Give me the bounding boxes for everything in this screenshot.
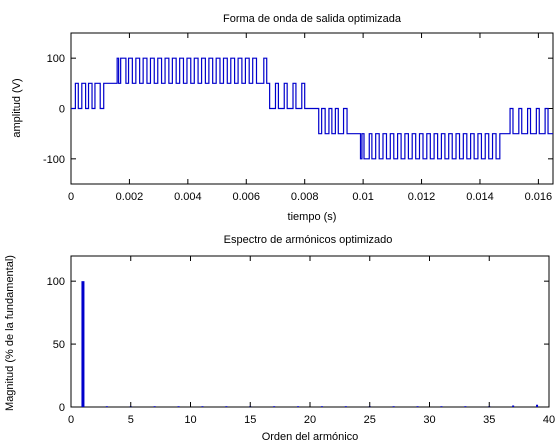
spectrum-bar xyxy=(273,406,276,407)
spectrum-xtick-label: 25 xyxy=(364,414,376,426)
spectrum-bar xyxy=(297,406,300,407)
spectrum-xtick-label: 20 xyxy=(304,414,316,426)
waveform-line xyxy=(71,57,553,160)
spectrum-xtick-label: 15 xyxy=(244,414,256,426)
waveform-xtick-label: 0.004 xyxy=(174,191,202,203)
spectrum-ticks: 0 5 10 15 20 25 30 35 40 0 50 100 xyxy=(47,256,555,426)
waveform-xtick-label: 0.014 xyxy=(466,191,494,203)
spectrum-bar xyxy=(536,404,539,407)
waveform-xtick-label: 0.016 xyxy=(525,191,553,203)
waveform-xtick-label: 0.01 xyxy=(352,191,373,203)
waveform-ticks: 0 0.002 0.004 0.006 0.008 0.01 0.012 0.014 0.016… xyxy=(43,33,553,203)
waveform-ylabel: amplitud (V) xyxy=(11,78,23,137)
spectrum-xtick-label: 10 xyxy=(184,414,196,426)
spectrum-xtick-label: 35 xyxy=(483,414,495,426)
spectrum-bar xyxy=(512,405,515,407)
spectrum-bar xyxy=(225,406,228,407)
waveform-xtick-label: 0 xyxy=(68,191,74,203)
spectrum-ylabel: Magnitud (% de la fundamental) xyxy=(4,255,16,411)
spectrum-bar xyxy=(105,406,108,407)
waveform-series xyxy=(71,57,553,160)
spectrum-xtick-label: 5 xyxy=(128,414,134,426)
waveform-xtick-label: 0.008 xyxy=(291,191,319,203)
spectrum-bar xyxy=(440,406,443,407)
spectrum-xtick-label: 40 xyxy=(543,414,555,426)
spectrum-ytick-label: 50 xyxy=(53,339,65,351)
spectrum-bar xyxy=(416,406,419,407)
waveform-ytick-label: 100 xyxy=(47,53,65,65)
spectrum-plot-area xyxy=(70,255,550,408)
spectrum-xtick-label: 30 xyxy=(423,414,435,426)
waveform-xtick-label: 0.012 xyxy=(408,191,436,203)
waveform-ytick-label: -100 xyxy=(43,154,65,166)
spectrum-xlabel: Orden del armónico xyxy=(262,431,359,443)
spectrum-chart: Espectro de armónicos optimizado 0 5 10 15 2… xyxy=(4,234,555,443)
waveform-ytick-label: 0 xyxy=(59,104,65,116)
spectrum-bar xyxy=(153,406,156,407)
spectrum-bar xyxy=(201,406,204,407)
spectrum-bar xyxy=(344,406,347,407)
spectrum-bar xyxy=(392,406,395,407)
waveform-xtick-label: 0.002 xyxy=(116,191,144,203)
spectrum-bar xyxy=(177,406,180,407)
spectrum-bar xyxy=(464,406,467,407)
waveform-xlabel: tiempo (s) xyxy=(288,211,337,223)
spectrum-ytick-label: 100 xyxy=(47,276,65,288)
waveform-title: Forma de onda de salida optimizada xyxy=(223,13,402,25)
spectrum-bar xyxy=(81,281,85,407)
spectrum-xtick-label: 0 xyxy=(68,414,74,426)
spectrum-ytick-label: 0 xyxy=(59,402,65,414)
spectrum-title: Espectro de armónicos optimizado xyxy=(224,234,393,246)
waveform-xtick-label: 0.006 xyxy=(233,191,261,203)
spectrum-bar xyxy=(320,406,323,407)
waveform-chart: Forma de onda de salida optimizada 0 0.00… xyxy=(11,13,554,223)
